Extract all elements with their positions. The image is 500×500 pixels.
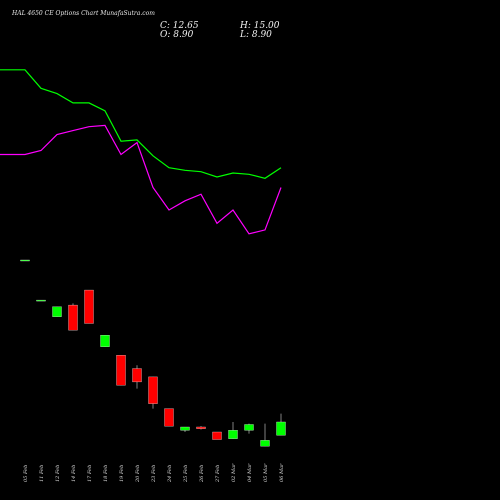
x-tick-label: 26 Feb xyxy=(199,465,205,483)
chart-title: HAL 4650 CE Options Chart MunafaSutra.co… xyxy=(11,10,155,17)
candle-body xyxy=(260,440,270,447)
candle-body xyxy=(148,376,158,404)
candle-body xyxy=(20,259,30,262)
x-tick-label: 14 Feb xyxy=(71,465,77,482)
candle xyxy=(276,413,286,436)
x-tick-label: 11 Feb xyxy=(39,465,45,482)
x-tick-label: 04 Mar xyxy=(247,463,253,482)
high-value: H: 15.00 xyxy=(239,21,280,31)
x-tick-label: 24 Feb xyxy=(167,465,173,483)
candle-body xyxy=(100,334,110,347)
candle xyxy=(132,365,142,389)
low-value: L: 8.90 xyxy=(239,30,272,40)
candle-body xyxy=(68,304,78,331)
candle xyxy=(84,289,94,324)
candle xyxy=(116,355,126,386)
candle-body xyxy=(276,421,286,436)
x-tick-label: 23 Feb xyxy=(151,465,157,483)
x-tick-label: 12 Feb xyxy=(55,465,61,482)
candle-body xyxy=(116,355,126,386)
candles xyxy=(20,259,286,447)
x-tick-label: 06 Mar xyxy=(279,463,285,482)
candle xyxy=(52,306,62,317)
x-axis-ticks: 05 Feb 11 Feb 12 Feb 14 Feb 17 Feb 18 Feb 19 F… xyxy=(23,463,285,483)
candle-body xyxy=(164,408,174,427)
candle xyxy=(228,421,238,439)
x-tick-label: 05 Mar xyxy=(263,463,269,482)
x-tick-label: 19 Feb xyxy=(119,465,125,482)
x-tick-label: 17 Feb xyxy=(87,465,93,482)
ma-line-1 xyxy=(0,69,282,179)
candle-body xyxy=(180,426,190,431)
candle xyxy=(164,408,174,427)
candle xyxy=(20,259,30,262)
candle-body xyxy=(228,430,238,439)
candle xyxy=(148,376,158,409)
candle-body xyxy=(244,424,254,431)
candle-body xyxy=(196,426,206,429)
x-tick-label: 27 Feb xyxy=(215,465,221,483)
candle-body xyxy=(212,431,222,440)
candle xyxy=(196,426,206,430)
candle-body xyxy=(84,289,94,324)
candle-body xyxy=(132,368,142,383)
candle-body xyxy=(36,299,46,302)
x-tick-label: 02 Mar xyxy=(231,463,237,482)
x-tick-label: 05 Feb xyxy=(23,465,29,482)
candle xyxy=(212,431,222,440)
candle xyxy=(244,423,254,434)
candle xyxy=(36,299,46,302)
x-tick-label: 25 Feb xyxy=(183,465,189,483)
candle xyxy=(260,423,270,447)
moving-average-lines xyxy=(0,69,282,235)
close-value: C: 12.65 xyxy=(160,21,199,31)
ma-line-2 xyxy=(0,124,282,235)
x-tick-label: 20 Feb xyxy=(135,465,141,483)
open-value: O: 8.90 xyxy=(160,30,194,40)
candle xyxy=(180,426,190,433)
candle-body xyxy=(52,306,62,317)
x-tick-label: 18 Feb xyxy=(103,465,109,482)
candle xyxy=(100,334,110,347)
candle xyxy=(68,303,78,331)
